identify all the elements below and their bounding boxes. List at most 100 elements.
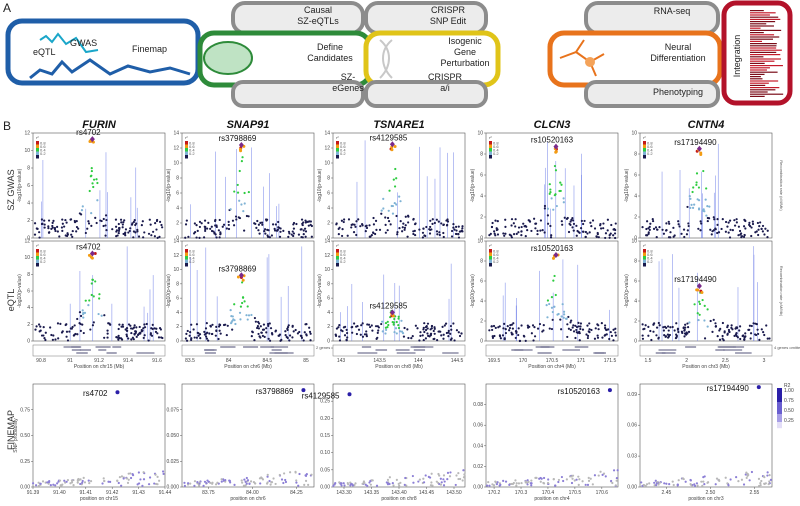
finemap-snp-point	[76, 478, 80, 481]
eqtl-snp-point	[365, 330, 368, 333]
finemap-snp-point	[241, 481, 244, 484]
gwas-snp-point	[155, 228, 158, 231]
gwas-snp-point	[504, 225, 507, 228]
gwas-snp-point	[750, 234, 753, 238]
finemap-snp-point	[446, 478, 449, 481]
gwas-ytick-label: 12	[324, 146, 330, 152]
gwas-snp-point	[33, 233, 37, 236]
eqtl-snp-point	[205, 335, 208, 338]
eqtl-snp-point	[106, 336, 109, 339]
finemap-snp-point	[750, 470, 754, 474]
eqtl-high-ld-point	[93, 252, 97, 256]
eqtl-snp-point	[614, 334, 618, 337]
eqtl-snp-point	[303, 331, 306, 334]
gwas-snp-point	[523, 225, 526, 228]
eqtl-snp-point	[215, 325, 218, 328]
finemap-snp-point	[375, 484, 379, 487]
gwas-snp-point	[412, 230, 415, 233]
gwas-snp-point	[517, 231, 520, 234]
gwas-r2-legend-swatch	[336, 155, 339, 159]
gwas-snp-point	[102, 217, 105, 221]
eqtl-snp-point	[239, 305, 243, 308]
eqtl-snp-point	[384, 328, 388, 332]
heatmap-stripe	[750, 56, 764, 58]
finemap-snp-point	[211, 482, 214, 485]
eqtl-snp-point	[703, 304, 706, 307]
eqtl-snp-point	[149, 332, 152, 335]
gwas-snp-point	[156, 236, 159, 239]
finemap-colorbar-segment	[777, 388, 782, 391]
gwas-r2-legend-swatch	[185, 151, 188, 155]
gwas-snp-point	[450, 229, 454, 233]
gwas-snp-point	[398, 195, 401, 198]
eqtl-snp-point	[718, 329, 721, 332]
eqtl-snp-point	[192, 328, 195, 331]
finemap-snp-point	[136, 483, 139, 486]
eqtl-snp-point	[520, 324, 523, 327]
eqtl-snp-point	[198, 333, 202, 336]
eqtl-snp-point	[397, 326, 401, 330]
finemap-snp-point	[542, 481, 545, 485]
finemap-snp-point	[463, 473, 466, 476]
gwas-snp-point	[264, 232, 267, 235]
finemap-snp-point	[530, 479, 533, 482]
gwas-r2-legend-swatch	[36, 151, 39, 155]
gwas-snp-point	[758, 224, 761, 228]
eqtl-snp-point	[414, 324, 417, 327]
finemap-snp-point	[205, 482, 208, 485]
eqtl-snp-point	[355, 325, 358, 328]
eqtl-ytick-label: 0	[176, 339, 179, 345]
gwas-r2-legend-swatch	[336, 148, 339, 152]
gwas-snp-point	[105, 229, 108, 232]
eqtl-snp-point	[226, 324, 229, 327]
gwas-snp-point	[717, 231, 721, 234]
finemap-snp-point	[220, 478, 223, 481]
gwas-snp-point	[398, 227, 401, 230]
finemap-snp-point	[46, 481, 49, 484]
eqtl-label: eQTL	[33, 47, 56, 57]
eqtl-snp-point	[554, 293, 557, 297]
eqtl-snp-point	[345, 338, 348, 341]
gwas-snp-point	[359, 225, 362, 228]
eqtl-r2-legend-title: r²	[36, 243, 39, 248]
finemap-snp-point	[399, 481, 402, 484]
eqtl-snp-point	[308, 326, 311, 329]
eqtl-snp-point	[346, 336, 349, 339]
eqtl-lead-snp-marker	[389, 309, 395, 316]
gwas-snp-point	[440, 222, 443, 225]
eqtl-snp-point	[78, 311, 82, 314]
eqtl-snp-point	[335, 327, 339, 330]
gwas-snp-point	[131, 222, 134, 225]
gwas-snp-point	[47, 231, 51, 234]
finemap-snp-point	[411, 474, 414, 478]
gwas-snp-point	[764, 227, 767, 230]
finemap-lead-snp-label: rs4129585	[302, 391, 340, 400]
gwas-snp-point	[117, 222, 120, 226]
heatmap-stripe	[750, 49, 782, 51]
eqtl-snp-point	[243, 300, 246, 303]
finemap-snp-point	[745, 471, 748, 474]
eqtl-lead-snp-marker	[238, 272, 244, 279]
eqtl-snp-point	[697, 318, 700, 322]
finemap-snp-point	[117, 481, 120, 485]
eqtl-ytick-label: 4	[176, 310, 179, 316]
heatmap-stripe	[750, 76, 761, 78]
gwas-ylabel: -log10(p-value)	[470, 168, 476, 202]
gwas-snp-point	[536, 233, 539, 236]
gwas-snp-point	[236, 191, 240, 194]
position-label: Position on chr3 (Mb)	[682, 364, 730, 370]
finemap-snp-point	[298, 472, 301, 476]
gwas-snp-point	[87, 222, 91, 225]
eqtl-snp-point	[386, 320, 389, 323]
gwas-snp-point	[277, 220, 280, 224]
eqtl-snp-point	[185, 339, 189, 342]
finemap-snp-point	[109, 480, 112, 484]
gwas-snp-point	[214, 233, 217, 236]
finemap-snp-point	[269, 483, 272, 486]
heatmap-stripe	[750, 27, 761, 29]
heatmap-stripe	[750, 34, 775, 36]
finemap-snp-point	[48, 479, 51, 483]
gwas-lead-snp-label: rs4702	[76, 128, 101, 137]
gwas-snp-point	[384, 231, 387, 234]
finemap-snp-point	[295, 481, 298, 484]
